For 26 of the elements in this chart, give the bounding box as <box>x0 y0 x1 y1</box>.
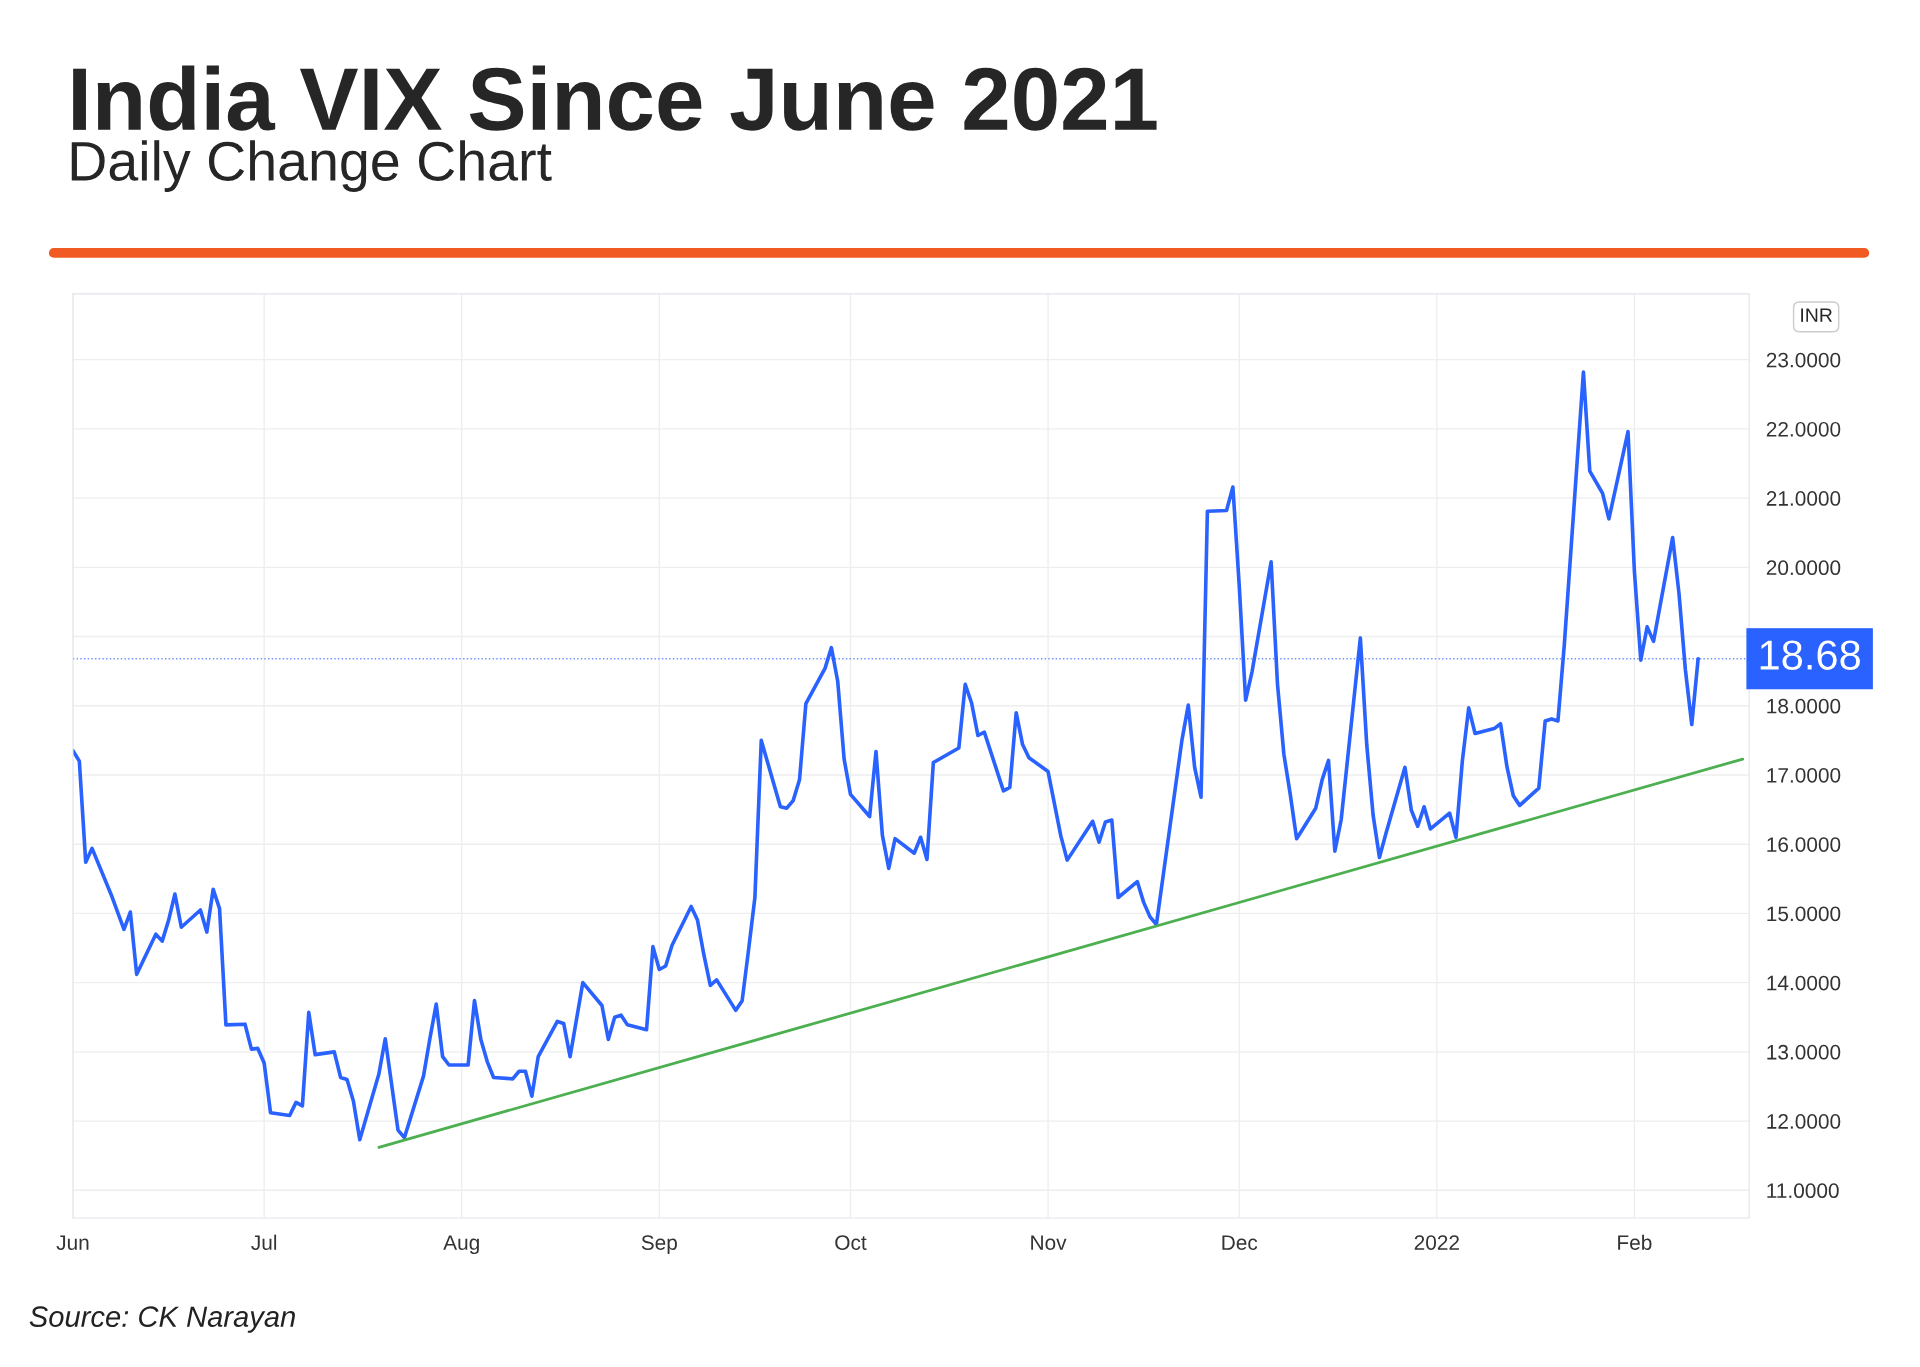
chart-subtitle: Daily Change Chart <box>71 140 552 192</box>
x-tick-label: Aug <box>443 1235 479 1255</box>
x-tick-label: Dec <box>1222 1235 1258 1250</box>
x-tick-label: Feb <box>1618 1234 1652 1250</box>
y-tick-label: 11.0000 <box>1767 1183 1839 1199</box>
x-tick-label: Jul <box>251 1234 277 1250</box>
chart-title: India VIX Since June 2021 <box>73 65 1157 131</box>
y-tick-label: 22.0000 <box>1766 421 1841 437</box>
x-tick-label: 2022 <box>1414 1235 1459 1250</box>
source-note: Source: CK Narayan <box>29 1306 295 1333</box>
y-tick-label: 18.0000 <box>1767 698 1841 714</box>
x-tick-label: Nov <box>1031 1235 1067 1250</box>
ref-line-label: 18.68 <box>1760 640 1860 670</box>
y-tick-label: 17.0000 <box>1767 767 1841 783</box>
y-tick-label: 21.0000 <box>1766 491 1841 506</box>
x-tick-label: Jun <box>56 1235 89 1250</box>
y-tick-label: 16.0000 <box>1767 837 1841 852</box>
y-tick-label: 15.0000 <box>1767 906 1841 922</box>
text: INR <box>1801 308 1832 322</box>
y-tick-label: 13.0000 <box>1767 1044 1841 1060</box>
x-tick-label: Oct <box>835 1235 867 1250</box>
y-tick-label: 20.0000 <box>1766 560 1841 576</box>
y-tick-label: 23.0000 <box>1766 352 1841 368</box>
x-tick-label: Sep <box>641 1235 677 1255</box>
y-tick-label: 14.0000 <box>1767 975 1841 991</box>
y-tick-label: 12.0000 <box>1767 1114 1841 1129</box>
